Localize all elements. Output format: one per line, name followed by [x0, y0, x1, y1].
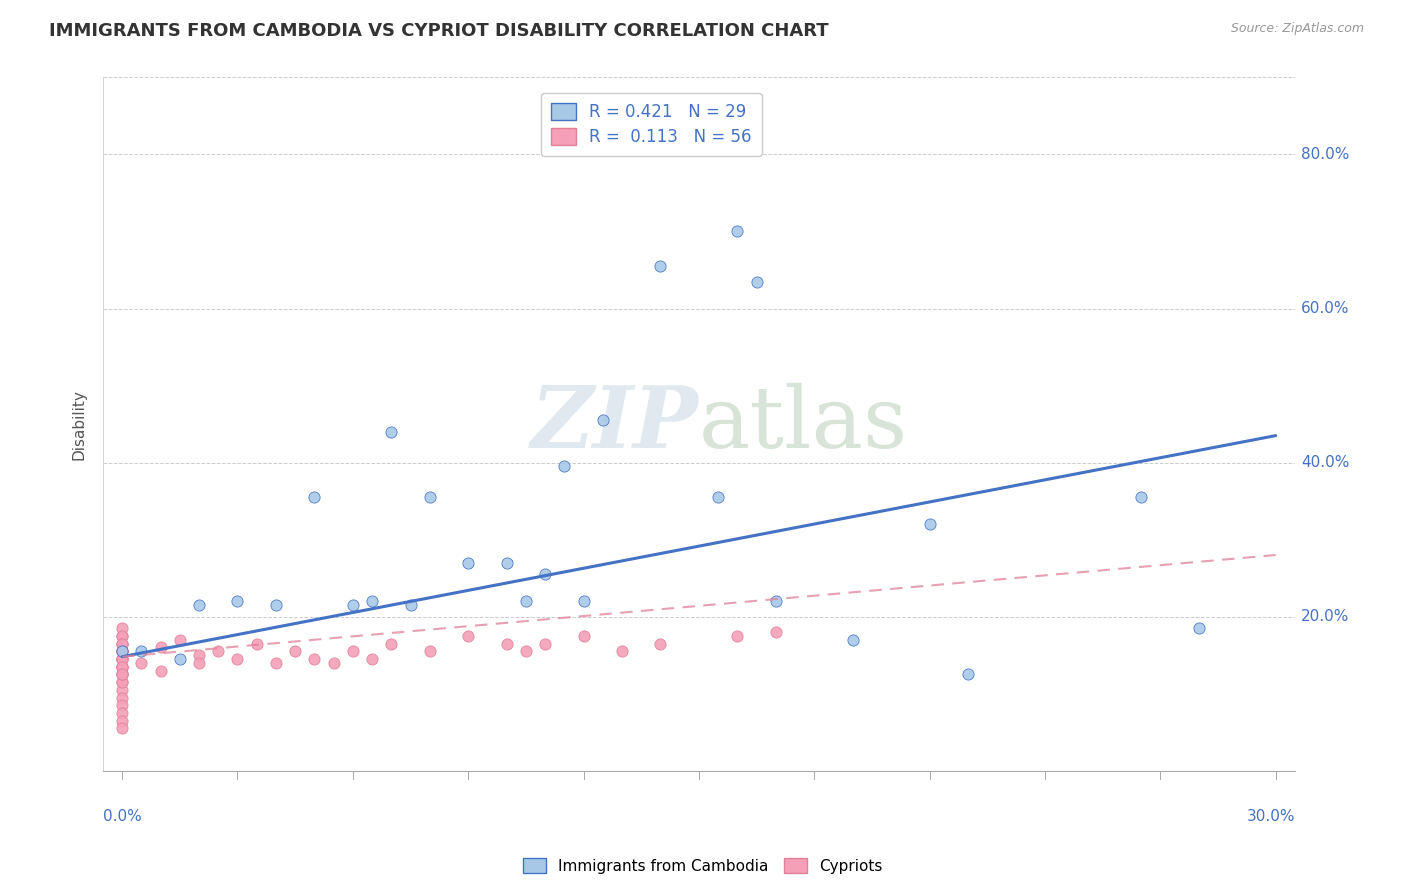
Text: atlas: atlas — [699, 383, 908, 466]
Point — [111, 652, 134, 666]
Text: 80.0%: 80.0% — [1301, 147, 1350, 162]
Point — [553, 459, 575, 474]
Point — [111, 621, 134, 635]
Point — [304, 652, 326, 666]
Point — [111, 667, 134, 681]
Point — [419, 644, 441, 658]
Point — [111, 690, 134, 705]
Point — [650, 259, 672, 273]
Point — [111, 652, 134, 666]
Point — [264, 656, 287, 670]
Point — [419, 490, 441, 504]
Point — [111, 629, 134, 643]
Point — [111, 659, 134, 673]
Point — [111, 706, 134, 720]
Point — [111, 675, 134, 690]
Point — [111, 659, 134, 673]
Point — [226, 652, 249, 666]
Point — [111, 637, 134, 651]
Point — [399, 598, 422, 612]
Point — [264, 598, 287, 612]
Point — [592, 413, 614, 427]
Point — [131, 656, 153, 670]
Legend: R = 0.421   N = 29, R =  0.113   N = 56: R = 0.421 N = 29, R = 0.113 N = 56 — [541, 93, 762, 156]
Point — [111, 722, 134, 736]
Point — [111, 644, 134, 658]
Point — [745, 275, 768, 289]
Point — [725, 225, 748, 239]
Point — [111, 714, 134, 728]
Point — [650, 637, 672, 651]
Point — [188, 648, 211, 662]
Point — [380, 637, 402, 651]
Point — [725, 629, 748, 643]
Point — [610, 644, 633, 658]
Point — [572, 629, 595, 643]
Text: Source: ZipAtlas.com: Source: ZipAtlas.com — [1230, 22, 1364, 36]
Point — [765, 594, 787, 608]
Point — [1188, 621, 1211, 635]
Point — [457, 556, 479, 570]
Point — [149, 640, 172, 655]
Text: IMMIGRANTS FROM CAMBODIA VS CYPRIOT DISABILITY CORRELATION CHART: IMMIGRANTS FROM CAMBODIA VS CYPRIOT DISA… — [49, 22, 828, 40]
Point — [111, 675, 134, 690]
Point — [246, 637, 269, 651]
Legend: Immigrants from Cambodia, Cypriots: Immigrants from Cambodia, Cypriots — [517, 852, 889, 880]
Point — [188, 598, 211, 612]
Point — [572, 594, 595, 608]
Point — [111, 667, 134, 681]
Point — [304, 490, 326, 504]
Point — [131, 644, 153, 658]
Point — [111, 637, 134, 651]
Point — [534, 567, 557, 582]
Point — [169, 632, 191, 647]
Point — [111, 644, 134, 658]
Point — [111, 659, 134, 673]
Point — [111, 644, 134, 658]
Point — [322, 656, 344, 670]
Y-axis label: Disability: Disability — [72, 389, 86, 459]
Point — [284, 644, 307, 658]
Point — [515, 594, 537, 608]
Point — [457, 629, 479, 643]
Point — [111, 644, 134, 658]
Point — [111, 682, 134, 697]
Point — [188, 656, 211, 670]
Point — [342, 644, 364, 658]
Point — [342, 598, 364, 612]
Text: 60.0%: 60.0% — [1301, 301, 1350, 316]
Point — [111, 629, 134, 643]
Point — [918, 517, 941, 532]
Text: 40.0%: 40.0% — [1301, 455, 1350, 470]
Point — [380, 425, 402, 439]
Point — [111, 652, 134, 666]
Text: 20.0%: 20.0% — [1301, 609, 1350, 624]
Point — [361, 594, 384, 608]
Point — [111, 637, 134, 651]
Point — [111, 652, 134, 666]
Point — [111, 667, 134, 681]
Point — [1130, 490, 1153, 504]
Point — [361, 652, 384, 666]
Point — [111, 644, 134, 658]
Point — [169, 652, 191, 666]
Point — [226, 594, 249, 608]
Text: 30.0%: 30.0% — [1246, 809, 1295, 824]
Point — [515, 644, 537, 658]
Point — [111, 667, 134, 681]
Point — [495, 556, 517, 570]
Point — [207, 644, 229, 658]
Point — [765, 625, 787, 640]
Point — [149, 664, 172, 678]
Point — [957, 667, 980, 681]
Point — [841, 632, 863, 647]
Point — [111, 698, 134, 713]
Point — [111, 659, 134, 673]
Point — [707, 490, 730, 504]
Point — [495, 637, 517, 651]
Text: ZIP: ZIP — [531, 383, 699, 466]
Text: 0.0%: 0.0% — [103, 809, 142, 824]
Point — [534, 637, 557, 651]
